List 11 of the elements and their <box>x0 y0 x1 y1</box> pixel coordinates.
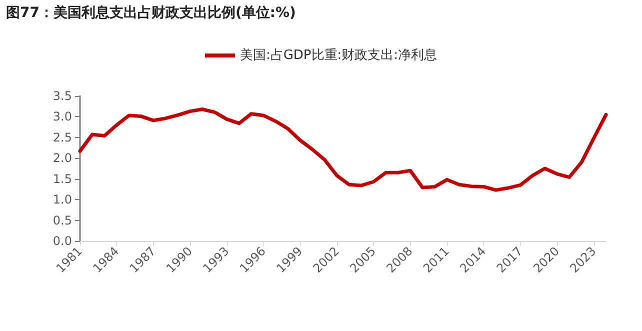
y-tick-label: 1.0 <box>52 192 72 207</box>
y-tick-label: 1.5 <box>52 172 72 186</box>
y-tick-label: 2.0 <box>52 151 72 166</box>
y-tick-label: 2.5 <box>52 130 72 144</box>
chart-title: 图77：美国利息支出占财政支出比例(单位:%) <box>6 4 296 22</box>
line-series <box>78 108 608 192</box>
y-tick-label: 3.5 <box>52 89 72 103</box>
y-tick-label: 0.5 <box>52 213 72 228</box>
y-tick-label: 3.0 <box>52 110 72 124</box>
y-tick-label: 0.0 <box>52 234 72 248</box>
legend-label: 美国:占GDP比重:财政支出:净利息 <box>240 47 438 63</box>
